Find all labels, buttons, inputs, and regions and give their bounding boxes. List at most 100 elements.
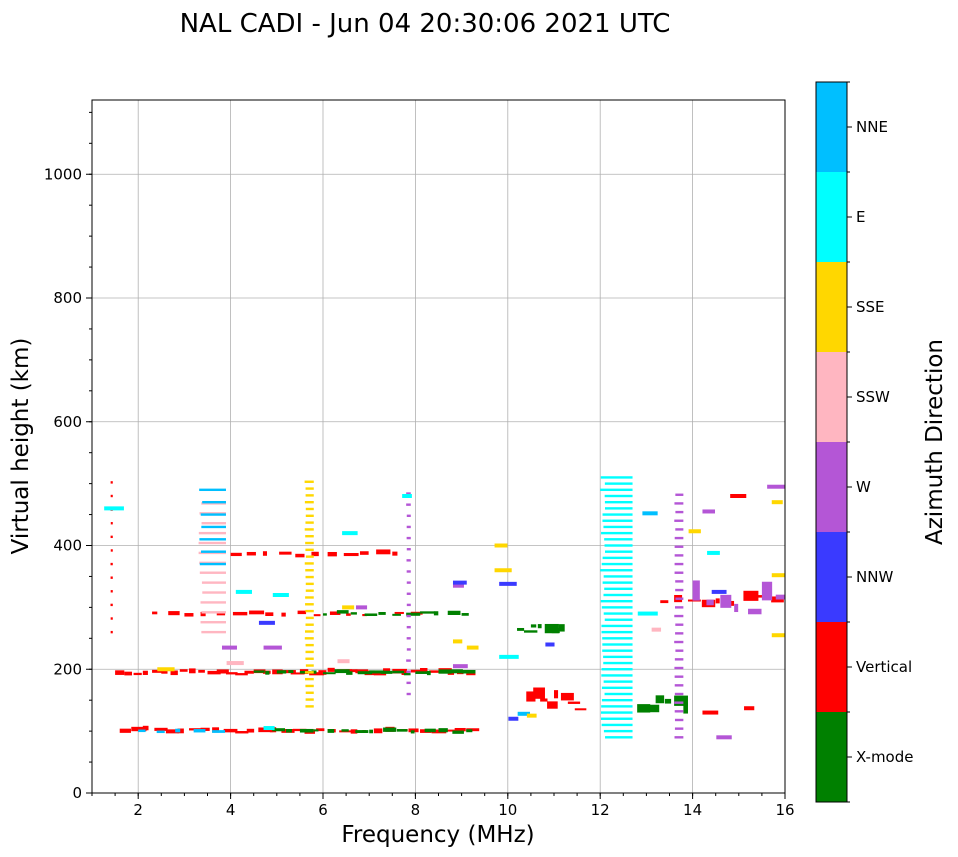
echo-band-mark — [364, 613, 378, 616]
echo-line-mark — [305, 691, 314, 694]
echo-line-mark — [110, 590, 113, 593]
echo-band-mark — [574, 708, 587, 711]
echo-point — [499, 581, 517, 586]
echo-point — [342, 531, 358, 536]
echo-point — [499, 654, 519, 659]
echo-line-mark — [304, 500, 314, 504]
echo-line-mark — [304, 528, 314, 531]
echo-band-mark — [433, 611, 439, 616]
echo-band-mark — [415, 671, 429, 674]
echo-point — [337, 659, 350, 664]
echo-line-mark — [675, 606, 684, 609]
echo-band-mark — [396, 729, 408, 732]
echo-band-mark — [193, 729, 206, 733]
echo-band-mark — [560, 692, 574, 701]
echo-point — [702, 710, 719, 715]
echo-line-mark — [305, 603, 314, 606]
echo-line-mark — [305, 623, 314, 626]
echo-band-mark — [466, 672, 476, 676]
echo-band-mark — [369, 729, 373, 734]
echo-point — [771, 633, 785, 638]
echo-line-mark — [674, 666, 684, 670]
echo-line-mark — [674, 571, 684, 574]
colorbar-segment — [816, 532, 847, 622]
echo-line-mark — [198, 541, 226, 545]
echo-line-mark — [674, 658, 684, 661]
x-tick-label: 14 — [683, 801, 702, 819]
y-tick-label: 800 — [53, 289, 82, 307]
echo-line-mark — [674, 640, 684, 644]
echo-line-mark — [602, 637, 633, 640]
y-tick-label: 1000 — [44, 165, 82, 183]
echo-line-mark — [603, 612, 633, 615]
echo-line-mark — [604, 507, 633, 510]
echo-line-mark — [305, 569, 314, 572]
echo-point — [771, 500, 783, 505]
echo-band-mark — [244, 670, 254, 674]
echo-band-mark — [198, 669, 205, 673]
x-tick-label: 6 — [318, 801, 328, 819]
echo-band-mark — [392, 613, 401, 616]
echo-band-mark — [299, 728, 314, 733]
echo-line-mark — [675, 632, 684, 635]
echo-line-mark — [674, 562, 684, 566]
echo-band-mark — [323, 672, 336, 675]
echo-band-mark — [461, 669, 476, 674]
echo-band-mark — [246, 551, 256, 556]
echo-point — [258, 620, 275, 625]
echo-line-mark — [201, 630, 226, 634]
echo-band-mark — [327, 729, 335, 733]
echo-line-mark — [406, 492, 411, 495]
echo-line-mark — [674, 736, 684, 739]
echo-line-mark — [406, 570, 411, 573]
echo-line-mark — [406, 692, 411, 696]
echo-band-mark — [376, 549, 391, 555]
echo-line-mark — [602, 513, 633, 516]
echo-point — [508, 716, 519, 721]
echo-point — [402, 494, 412, 498]
echo-band-mark — [249, 610, 265, 615]
echo-band-mark — [424, 728, 436, 733]
echo-line-mark — [674, 718, 684, 722]
echo-line-mark — [201, 581, 226, 584]
echo-line-mark — [675, 580, 684, 583]
echo-band-mark — [452, 730, 464, 734]
colorbar-category-label: NNW — [856, 568, 893, 586]
echo-line-mark — [602, 643, 633, 646]
echo-band-mark — [346, 613, 351, 616]
echo-band-mark — [438, 669, 452, 674]
echo-band-mark — [327, 667, 335, 672]
echo-line-mark — [199, 512, 226, 515]
echo-line-mark — [110, 481, 113, 484]
echo-line-mark — [201, 550, 226, 553]
echo-band-mark — [131, 726, 147, 732]
echo-line-mark — [199, 538, 226, 541]
echo-line-mark — [201, 522, 226, 525]
echo-point — [235, 589, 252, 594]
echo-band-mark — [316, 728, 325, 732]
echo-line-mark — [601, 698, 633, 702]
echo-band-mark — [466, 728, 480, 732]
echo-band-mark — [558, 624, 565, 632]
colorbar-frame — [815, 81, 848, 803]
echo-band-mark — [115, 670, 125, 675]
echo-line-mark — [110, 617, 113, 620]
echo-band-mark — [290, 672, 305, 675]
echo-line-mark — [601, 606, 633, 609]
echo-line-mark — [406, 670, 411, 673]
echo-band-mark — [757, 595, 766, 598]
echo-point — [767, 484, 785, 489]
echo-line-mark — [305, 494, 314, 497]
echo-line-mark — [304, 671, 314, 674]
colorbar-segment — [816, 172, 847, 262]
echo-band-mark — [637, 704, 651, 713]
echo-band-mark — [748, 608, 762, 615]
echo-line-mark — [305, 616, 314, 620]
echo-line-mark — [604, 544, 633, 547]
echo-band-mark — [359, 551, 369, 555]
echo-point — [494, 543, 508, 548]
echo-line-mark — [601, 668, 633, 671]
echo-line-mark — [604, 500, 633, 504]
x-tick-label: 10 — [498, 801, 517, 819]
